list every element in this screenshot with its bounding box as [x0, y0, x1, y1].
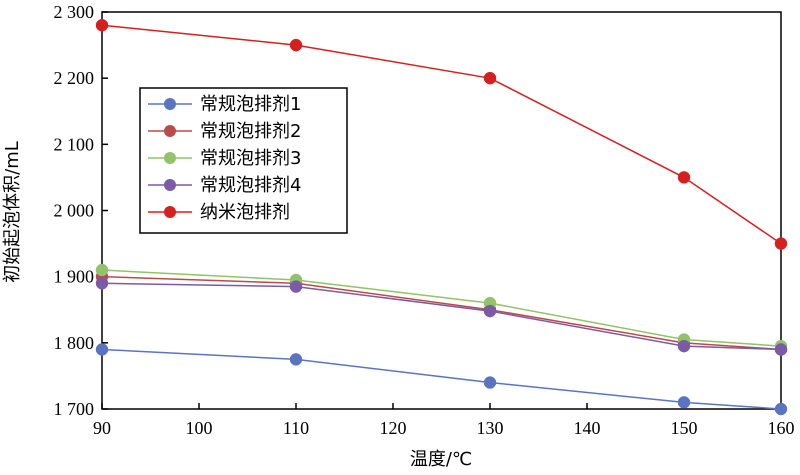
- y-axis-title: 初始起泡体积/mL: [2, 141, 23, 283]
- data-point: [774, 343, 788, 356]
- legend-label: 纳米泡排剂: [200, 202, 290, 223]
- data-point: [95, 18, 109, 32]
- legend-swatch-marker: [164, 152, 176, 164]
- y-tick-label: 2 300: [54, 2, 95, 22]
- x-axis-title: 温度/℃: [410, 449, 472, 470]
- x-tick-label: 90: [93, 418, 111, 438]
- legend-swatch-marker: [164, 206, 176, 218]
- data-point: [677, 171, 691, 184]
- y-axis-ticks: 1 700 1 800 1 900 2 000 2 100 2 200 2 300: [54, 2, 108, 419]
- data-point: [677, 339, 691, 353]
- legend-swatch-marker: [164, 179, 176, 191]
- x-tick-label: 150: [671, 418, 698, 438]
- y-tick-label: 1 800: [54, 333, 95, 353]
- data-point: [677, 396, 691, 409]
- x-tick-label: 130: [477, 418, 504, 438]
- data-point: [289, 280, 303, 293]
- y-tick-label: 1 700: [54, 399, 95, 419]
- legend-label: 常规泡排剂1: [200, 94, 301, 115]
- legend-swatch-marker: [164, 125, 176, 137]
- y-tick-label: 2 100: [54, 134, 95, 154]
- data-point: [774, 402, 788, 416]
- x-tick-label: 140: [574, 418, 601, 438]
- x-tick-label: 120: [380, 418, 407, 438]
- data-point: [483, 71, 497, 85]
- data-point: [95, 263, 109, 277]
- series-layer: [95, 18, 788, 416]
- y-tick-label: 2 200: [54, 68, 95, 88]
- data-point: [289, 353, 303, 366]
- legend-label: 常规泡排剂3: [200, 148, 301, 169]
- data-point: [774, 237, 788, 250]
- legend: 常规泡排剂1 常规泡排剂2 常规泡排剂3 常规泡排剂4 纳米泡排剂: [139, 87, 348, 234]
- x-axis-ticks: 90 100 110 120 130 140 150 160: [93, 403, 795, 438]
- data-point: [95, 277, 109, 290]
- series-line: [101, 269, 782, 347]
- x-tick-label: 110: [283, 418, 309, 438]
- y-tick-label: 1 900: [54, 267, 95, 287]
- x-tick-label: 100: [186, 418, 213, 438]
- data-point: [289, 38, 303, 52]
- legend-label: 常规泡排剂4: [200, 175, 301, 196]
- data-point: [95, 343, 109, 356]
- data-point: [483, 376, 497, 389]
- legend-swatch-marker: [164, 98, 176, 110]
- y-tick-label: 2 000: [54, 201, 95, 221]
- legend-label: 常规泡排剂2: [200, 121, 301, 142]
- x-tick-label: 160: [768, 418, 795, 438]
- data-point: [483, 304, 497, 318]
